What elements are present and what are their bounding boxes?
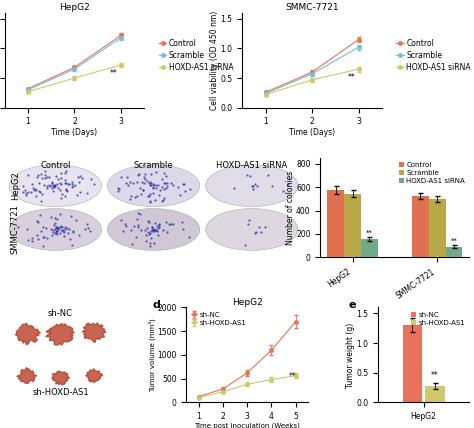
Text: **: **	[288, 372, 296, 380]
Text: **: **	[366, 230, 373, 236]
Bar	[402, 325, 422, 402]
Polygon shape	[82, 323, 106, 342]
Y-axis label: Cell viability (OD 450 nm): Cell viability (OD 450 nm)	[210, 11, 219, 110]
Title: SMMC-7721: SMMC-7721	[285, 3, 339, 12]
Polygon shape	[17, 368, 37, 383]
Legend: Control, Scramble, HOXD-AS1 siRNA: Control, Scramble, HOXD-AS1 siRNA	[159, 39, 233, 72]
Text: HOXD-AS1 siRNA: HOXD-AS1 siRNA	[216, 161, 288, 170]
Bar	[425, 386, 445, 402]
Polygon shape	[86, 369, 103, 383]
X-axis label: Time (Days): Time (Days)	[51, 128, 98, 137]
Text: **: **	[348, 73, 356, 82]
Text: sh-HOXD-AS1: sh-HOXD-AS1	[32, 388, 89, 397]
Text: SMMC-7721: SMMC-7721	[11, 205, 20, 254]
Ellipse shape	[108, 165, 200, 207]
Polygon shape	[15, 324, 40, 345]
Text: sh-NC: sh-NC	[48, 309, 73, 318]
Text: Control: Control	[40, 161, 71, 170]
Bar	[344, 193, 361, 257]
Text: d: d	[152, 300, 160, 310]
X-axis label: Time (Days): Time (Days)	[289, 128, 335, 137]
Legend: sh-NC, sh-HOXD-AS1: sh-NC, sh-HOXD-AS1	[410, 311, 466, 327]
Ellipse shape	[206, 165, 298, 207]
Title: HepG2: HepG2	[59, 3, 90, 12]
Bar	[428, 199, 446, 257]
Bar	[412, 196, 428, 257]
Bar	[361, 239, 378, 257]
Y-axis label: Number of colonies: Number of colonies	[286, 170, 295, 245]
Text: **: **	[110, 69, 118, 78]
Title: HepG2: HepG2	[232, 298, 263, 307]
Ellipse shape	[9, 165, 101, 207]
Text: HepG2: HepG2	[11, 171, 20, 200]
Polygon shape	[52, 371, 70, 385]
Ellipse shape	[9, 208, 101, 250]
Text: **: **	[431, 372, 439, 380]
Text: **: **	[451, 238, 457, 244]
Polygon shape	[46, 324, 74, 345]
Bar	[446, 247, 463, 257]
Ellipse shape	[206, 208, 298, 250]
Y-axis label: Tumor volume (mm³): Tumor volume (mm³)	[148, 318, 156, 392]
Legend: Control, Scramble, HOXD-AS1 siRNA: Control, Scramble, HOXD-AS1 siRNA	[399, 161, 466, 185]
Text: Scramble: Scramble	[134, 161, 173, 170]
X-axis label: Time post inoculation (Weeks): Time post inoculation (Weeks)	[194, 422, 300, 428]
Bar	[327, 190, 344, 257]
Legend: Control, Scramble, HOXD-AS1 siRNA: Control, Scramble, HOXD-AS1 siRNA	[396, 39, 471, 72]
Y-axis label: Tumor weight (g): Tumor weight (g)	[346, 322, 355, 387]
Legend: sh-NC, sh-HOXD-AS1: sh-NC, sh-HOXD-AS1	[190, 311, 247, 327]
Text: e: e	[349, 300, 356, 310]
Ellipse shape	[108, 208, 200, 250]
